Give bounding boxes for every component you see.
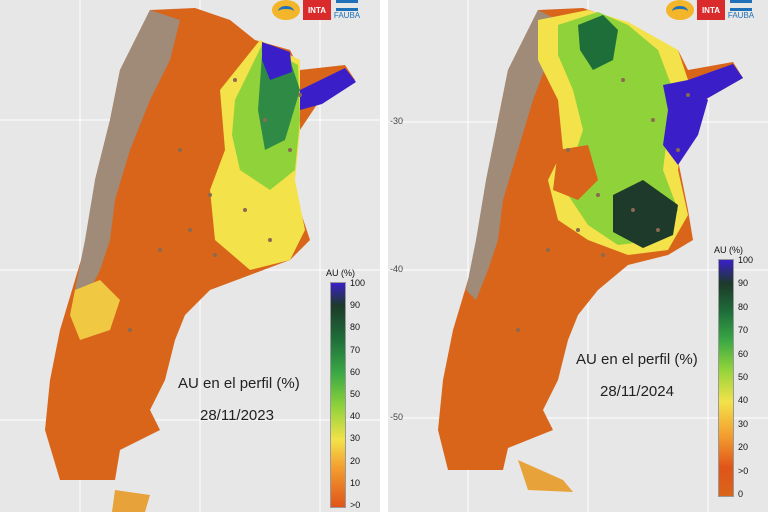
legend-tick: 70 <box>350 344 361 355</box>
legend-tick: 60 <box>350 366 361 377</box>
legend-tick: 100 <box>350 278 366 288</box>
panel-divider <box>380 0 388 512</box>
legend-colorbar <box>330 282 346 508</box>
legend-tick: 40 <box>738 395 749 406</box>
legend-tick: 90 <box>350 300 361 311</box>
legend-tick: 20 <box>738 442 749 453</box>
legend-tick: 50 <box>350 389 361 399</box>
legend-tick: 50 <box>738 372 749 382</box>
legend-tick: 80 <box>738 301 749 312</box>
station-points <box>516 78 690 332</box>
lat-label-40: -40 <box>390 264 404 274</box>
legend-tick: 40 <box>350 411 361 422</box>
legend-title: AU (%) <box>326 268 355 278</box>
inta-logo: INTA <box>697 0 725 20</box>
station-points <box>128 78 302 332</box>
legend-tick: 30 <box>738 418 749 429</box>
fauba-logo: FAUBA <box>334 0 360 20</box>
saturated-zone-ne <box>663 80 708 165</box>
map-2023 <box>0 0 380 512</box>
caption-date: 28/11/2023 <box>200 407 274 424</box>
tierra-del-fuego <box>112 490 150 512</box>
legend-tick: 60 <box>738 348 749 359</box>
sun-logo-icon <box>272 0 300 20</box>
legend-colorbar <box>718 259 734 497</box>
legend-tick: 90 <box>738 278 749 289</box>
legend-tick: >0 <box>350 500 361 510</box>
dark-green-zone-north <box>578 15 618 70</box>
yellow-patch-sw <box>70 280 120 340</box>
map-2024 <box>388 0 768 512</box>
dark-green-zone-south <box>613 180 678 248</box>
lat-label-50: -50 <box>390 412 404 422</box>
map-panel-2024: -30 -40 -50 INTA FAUBA AU (%) 100 90 80 70 6… <box>388 0 768 512</box>
legend-tick: 100 <box>738 255 754 265</box>
legend-tick: 10 <box>350 477 361 488</box>
lat-label-30: -30 <box>390 116 404 126</box>
caption-date: 28/11/2024 <box>600 383 674 400</box>
legend-tick: 0 <box>738 489 744 499</box>
legend-tick: 80 <box>350 322 361 333</box>
caption-title: AU en el perfil (%) <box>178 375 300 392</box>
tierra-del-fuego <box>518 460 573 492</box>
logos-right: INTA FAUBA <box>666 0 754 22</box>
saturated-zone-e <box>688 64 743 100</box>
sun-logo-icon <box>666 0 694 20</box>
saturated-zone-e <box>300 68 356 110</box>
caption-title: AU en el perfil (%) <box>576 351 698 368</box>
andes-mountains <box>75 10 180 300</box>
logos-left: INTA FAUBA <box>272 0 360 22</box>
fauba-logo: FAUBA <box>728 0 754 20</box>
legend-title: AU (%) <box>714 245 743 255</box>
inta-logo: INTA <box>303 0 331 20</box>
saturated-zone-nw <box>262 42 292 80</box>
orange-patch-center <box>553 145 598 200</box>
map-panel-2023: INTA FAUBA AU (%) 100 90 80 70 60 50 40 30 20 10 >… <box>0 0 380 512</box>
wet-zone-ne <box>258 55 300 150</box>
andes-mountains <box>466 10 558 300</box>
legend-tick: 30 <box>350 433 361 444</box>
legend-tick: 20 <box>350 455 361 466</box>
legend-tick: 70 <box>738 325 749 336</box>
legend-tick: >0 <box>738 465 749 476</box>
